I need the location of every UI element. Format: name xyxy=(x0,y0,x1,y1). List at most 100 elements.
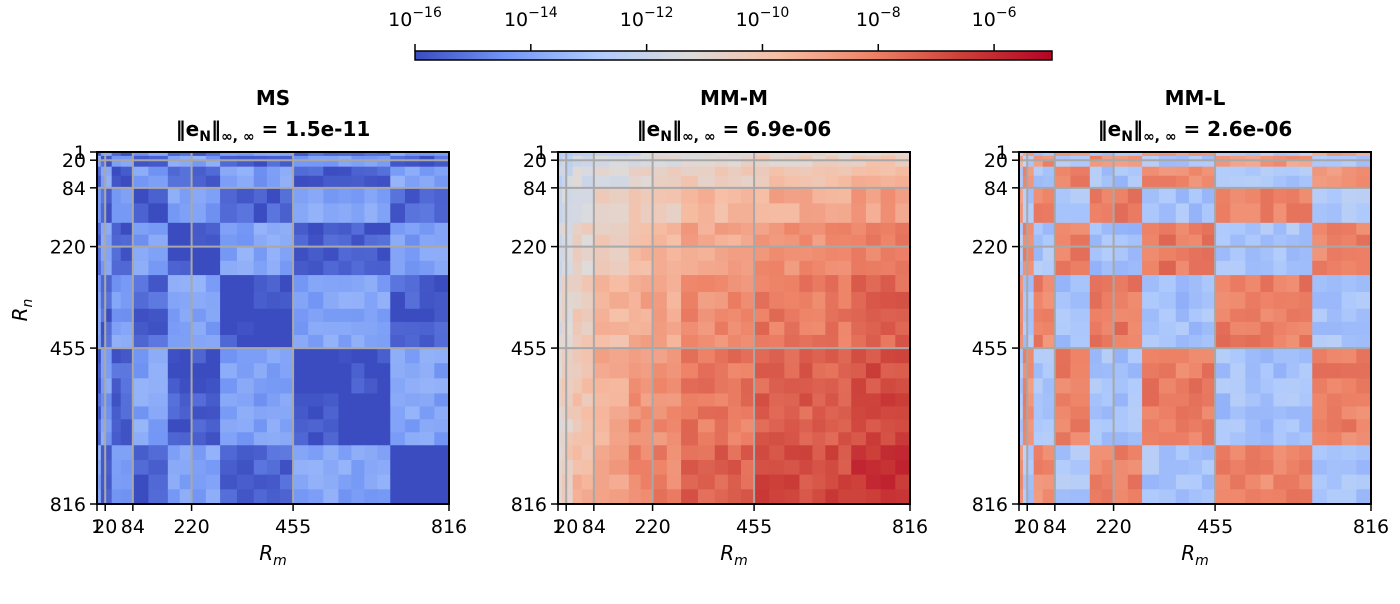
heatmap-cell xyxy=(1260,246,1274,262)
heatmap-cell xyxy=(581,334,595,349)
heatmap-cell xyxy=(784,308,801,323)
heatmap-cell xyxy=(754,474,770,490)
heatmap-cell xyxy=(628,203,642,224)
heatmap-cell xyxy=(769,166,785,177)
colorbar-gradient xyxy=(414,50,1053,61)
heatmap-cell xyxy=(105,160,113,168)
heatmap-cell xyxy=(179,153,193,157)
heatmap-cell xyxy=(769,246,785,262)
heatmap-cell xyxy=(559,393,563,407)
heatmap-cell xyxy=(279,489,294,505)
heatmap-cell xyxy=(640,432,654,446)
heatmap-cell xyxy=(754,393,770,407)
heatmap-cell xyxy=(1356,393,1372,407)
heatmap-cell xyxy=(220,419,238,433)
heatmap-cell xyxy=(628,308,642,323)
heatmap-cell xyxy=(236,445,255,461)
heatmap-cell xyxy=(1020,175,1024,189)
heatmap-cell xyxy=(754,175,770,189)
heatmap-cell xyxy=(895,246,911,262)
heatmap-cell xyxy=(740,160,755,168)
x-tick-label: 455 xyxy=(736,516,772,538)
heatmap-cell xyxy=(390,160,406,168)
heatmap-cell xyxy=(640,155,654,161)
heatmap-cell xyxy=(572,222,583,236)
heatmap-cell xyxy=(434,334,450,349)
heatmap-cell xyxy=(566,334,574,349)
heatmap-cell xyxy=(754,222,770,236)
heatmap-cell xyxy=(1188,203,1203,224)
heatmap-cell xyxy=(561,222,567,236)
heatmap-cell xyxy=(1326,155,1343,161)
heatmap-cell xyxy=(1142,160,1160,168)
heatmap-cell xyxy=(880,155,896,161)
heatmap-cell xyxy=(100,153,106,157)
heatmap-cell xyxy=(377,393,391,407)
heatmap-cell xyxy=(851,234,867,248)
heatmap-cell xyxy=(1273,378,1287,395)
y-tick-label: 455 xyxy=(511,338,547,360)
heatmap-cell xyxy=(865,474,882,490)
heatmap-cell xyxy=(236,234,255,248)
heatmap-cell xyxy=(628,234,642,248)
heatmap-cell xyxy=(1245,378,1262,395)
heatmap-cell xyxy=(1042,393,1056,407)
heatmap-cell xyxy=(1142,393,1160,407)
heatmap-cell xyxy=(609,378,630,395)
plot-frame xyxy=(96,151,450,505)
heatmap-cell xyxy=(784,378,801,395)
heatmap-cell xyxy=(179,187,193,204)
heatmap-cell xyxy=(98,234,102,248)
heatmap-cell xyxy=(1127,459,1143,476)
heatmap-cell xyxy=(1245,363,1262,379)
heatmap-cell xyxy=(236,419,255,433)
heatmap-cell xyxy=(1027,187,1035,204)
heatmap-cell xyxy=(561,363,567,379)
heatmap-cell xyxy=(825,246,839,262)
heatmap-cell xyxy=(179,474,193,490)
heatmap-cell xyxy=(1230,459,1246,476)
heatmap-cell xyxy=(1326,160,1343,168)
heatmap-cell xyxy=(404,432,421,446)
heatmap-cell xyxy=(1230,363,1246,379)
heatmap-cell xyxy=(434,246,450,262)
heatmap-cell xyxy=(1299,363,1313,379)
heatmap-cell xyxy=(1326,378,1343,395)
y-tick-label: 20 xyxy=(984,150,1008,172)
heatmap-cell xyxy=(1127,393,1143,407)
heatmap-cell xyxy=(236,275,255,293)
heatmap-cell xyxy=(609,246,630,262)
heatmap-cell xyxy=(1312,348,1328,364)
heatmap-cell xyxy=(1326,406,1343,420)
heatmap-cell xyxy=(1260,234,1274,248)
heatmap-cell xyxy=(434,489,450,505)
heatmap-cell xyxy=(308,260,324,276)
heatmap-cell xyxy=(1070,160,1091,168)
heatmap-cell xyxy=(561,234,567,248)
heatmap-cell xyxy=(1273,432,1287,446)
heatmap-cell xyxy=(895,489,911,505)
heatmap-cell xyxy=(561,445,567,461)
heatmap-cell xyxy=(390,445,406,461)
heatmap-cell xyxy=(681,160,699,168)
heatmap-cell xyxy=(714,160,729,168)
heatmap-cell xyxy=(1286,222,1300,236)
heatmap-cell xyxy=(666,260,682,276)
heatmap-cell xyxy=(105,334,113,349)
heatmap-cell xyxy=(880,363,896,379)
heatmap-cell xyxy=(148,155,169,161)
heatmap-cell xyxy=(1299,308,1313,323)
heatmap-cell xyxy=(1215,308,1231,323)
heatmap-cell xyxy=(1215,222,1231,236)
heatmap-cell xyxy=(697,203,716,224)
heatmap-cell xyxy=(880,378,896,395)
heatmap-cell xyxy=(609,175,630,189)
heatmap-cell xyxy=(253,489,268,505)
heatmap-cell xyxy=(434,175,450,189)
heatmap-cell xyxy=(1022,363,1028,379)
heatmap-cell xyxy=(1158,234,1177,248)
heatmap-cell xyxy=(1020,155,1024,161)
heatmap-cell xyxy=(895,234,911,248)
heatmap-cell xyxy=(404,246,421,262)
heatmap-cell xyxy=(105,246,113,262)
